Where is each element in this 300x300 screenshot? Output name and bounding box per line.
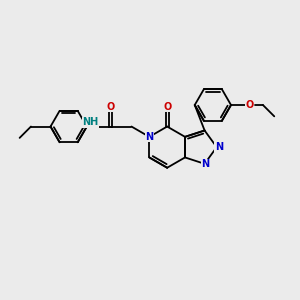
Text: O: O <box>163 102 171 112</box>
Text: NH: NH <box>82 117 98 127</box>
Text: O: O <box>107 102 115 112</box>
Text: N: N <box>215 142 223 152</box>
Text: N: N <box>145 132 153 142</box>
Text: N: N <box>201 159 209 170</box>
Text: O: O <box>245 100 254 110</box>
